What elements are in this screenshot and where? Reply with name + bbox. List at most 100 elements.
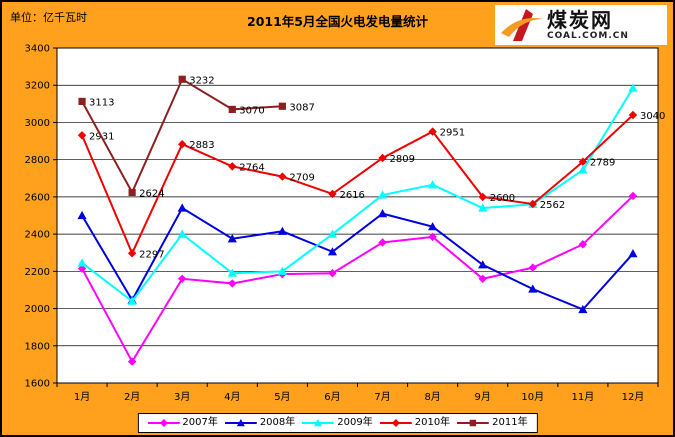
2007年-marker [628,191,638,201]
legend-swatch-triangle-icon [224,419,257,427]
series-2010年-line [81,114,634,256]
legend-label: 2007年 [182,417,218,428]
2010年-marker [428,127,437,136]
series-2008年-line [81,206,634,311]
2011年-marker [128,188,136,197]
legend-item-2009年: 2009年 [302,417,373,428]
legend-swatch-diamond-icon [379,419,412,427]
2007年-marker [178,274,187,283]
y-tick-label: 2200 [25,267,50,278]
2010年-data-label: 3040 [640,111,665,122]
x-tick-label: 8月 [424,391,440,403]
2008年-marker [377,209,388,218]
x-tick-label: 12月 [622,391,645,403]
2011年-data-label: 3070 [239,105,264,116]
2008年-marker [327,247,338,256]
2010年-marker [178,140,187,149]
2011年-marker [178,75,186,83]
2007年-marker [228,279,237,288]
page-title: 2011年5月全国火电发电量统计 [247,14,428,29]
2010年-data-label: 2297 [139,249,164,260]
2010年-marker [328,189,337,199]
legend-swatch-triangle-icon [302,419,335,427]
2009年-marker [628,83,638,92]
unit-label: 单位：亿千瓦时 [10,11,87,24]
2007年-marker [528,263,537,272]
2008年-marker [177,203,187,212]
y-tick-label: 1600 [25,379,50,390]
2010年-marker [528,199,537,209]
2010年-data-label: 2764 [239,162,264,173]
2010年-data-label: 2789 [590,158,615,169]
x-tick-label: 9月 [475,391,491,403]
x-tick-label: 3月 [174,391,190,403]
x-tick-label: 2月 [124,391,140,403]
logo-domain: COAL.COM.CN [547,30,629,41]
2008年-marker [478,260,488,269]
2007年-marker [328,268,337,278]
2010年-marker [578,157,588,166]
2010年-data-label: 2616 [339,190,364,201]
2007年-marker [578,240,588,249]
x-tick-label: 5月 [274,391,290,403]
2009年-marker [327,229,338,238]
2008年-marker [628,249,638,258]
legend-swatch-square-icon [457,419,490,427]
legend-label: 2008年 [259,417,296,428]
2009年-marker [177,229,187,238]
2010年-marker [228,162,237,171]
legend-label: 2009年 [337,417,373,428]
coal-logo-icon [501,9,544,41]
2010年-marker [127,249,137,258]
2011年-marker [228,105,236,114]
y-tick-label: 3200 [25,81,50,92]
2009年-marker [277,266,287,275]
2008年-marker [428,222,438,231]
y-tick-label: 2600 [25,192,50,203]
2008年-marker [578,304,588,314]
2008年-marker [277,226,287,235]
logo-text: 煤炭网 COAL.COM.CN [547,10,629,41]
y-tick-label: 3000 [25,118,50,129]
2007年-marker [378,238,387,247]
2011年-data-label: 3232 [189,75,214,86]
2008年-marker [528,284,538,293]
y-tick-label: 2400 [25,230,50,241]
2009年-marker [578,165,588,174]
chart-legend: 2007年 2008年 2009年 2010年 2011年 [137,413,538,433]
2008年-marker [77,210,87,220]
logo: 煤炭网 COAL.COM.CN [495,5,667,45]
y-tick-label: 2000 [25,304,50,315]
legend-item-2007年: 2007年 [147,417,218,428]
y-tick-label: 1800 [25,341,50,352]
2007年-marker [478,274,487,283]
2010年-marker [628,110,638,120]
2008年-marker [227,234,237,243]
legend-item-2010年: 2010年 [379,418,450,428]
series-2007年-line [81,195,634,364]
2011年-data-label: 3113 [89,97,114,108]
2007年-marker [127,357,137,366]
logo-orange-swoosh [501,17,544,37]
2010年-data-label: 2709 [289,173,314,184]
series-2009年-line [81,87,634,303]
legend-swatch-diamond-icon [147,419,180,427]
2011年-marker [278,102,286,110]
legend-item-2008年: 2008年 [224,417,296,428]
2009年-marker [77,258,87,267]
2011年-marker [78,97,86,106]
2010年-data-label: 2562 [540,200,565,211]
2007年-marker [428,232,437,242]
2009年-marker [428,180,438,189]
2010年-marker [278,172,287,181]
logo-red-foot [513,33,522,41]
2010年-data-label: 2883 [189,140,214,151]
2010年-marker [378,153,387,163]
x-tick-label: 1月 [74,391,90,403]
2010年-marker [478,192,487,202]
2009年-marker [478,203,488,212]
2009年-marker [377,190,388,199]
x-tick-label: 4月 [224,391,240,403]
2009年-marker [127,296,137,305]
